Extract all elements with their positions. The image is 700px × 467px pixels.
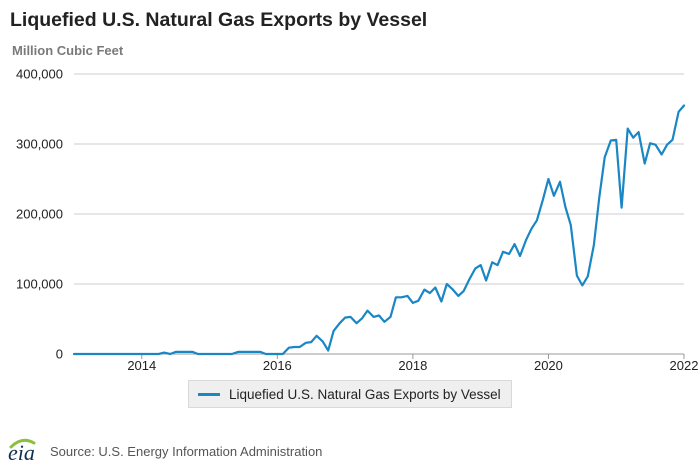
x-tick-label: 2018 [398,358,427,373]
chart-title: Liquefied U.S. Natural Gas Exports by Ve… [10,9,428,31]
y-axis-unit-label: Million Cubic Feet [12,43,124,58]
source-text: Source: U.S. Energy Information Administ… [50,443,323,459]
series-line [72,104,686,356]
x-tick-label: 2016 [263,358,292,373]
legend-swatch [198,392,220,396]
logo-text: eia [8,440,35,465]
eia-logo: eia [8,438,42,464]
chart-legend[interactable]: Liquefied U.S. Natural Gas Exports by Ve… [188,380,512,408]
y-tick-label: 0 [56,347,63,362]
y-tick-label: 200,000 [16,207,63,222]
x-tick-label: 2014 [127,358,156,373]
source-footer: eia Source: U.S. Energy Information Admi… [8,438,322,464]
logo-arc-icon [9,438,36,449]
x-tick-label: 2022 [670,358,699,373]
y-tick-label: 300,000 [16,137,63,152]
x-tick-label: 2020 [534,358,563,373]
legend-label: Liquefied U.S. Natural Gas Exports by Ve… [229,386,501,402]
y-tick-label: 400,000 [16,67,63,82]
y-tick-label: 100,000 [16,277,63,292]
